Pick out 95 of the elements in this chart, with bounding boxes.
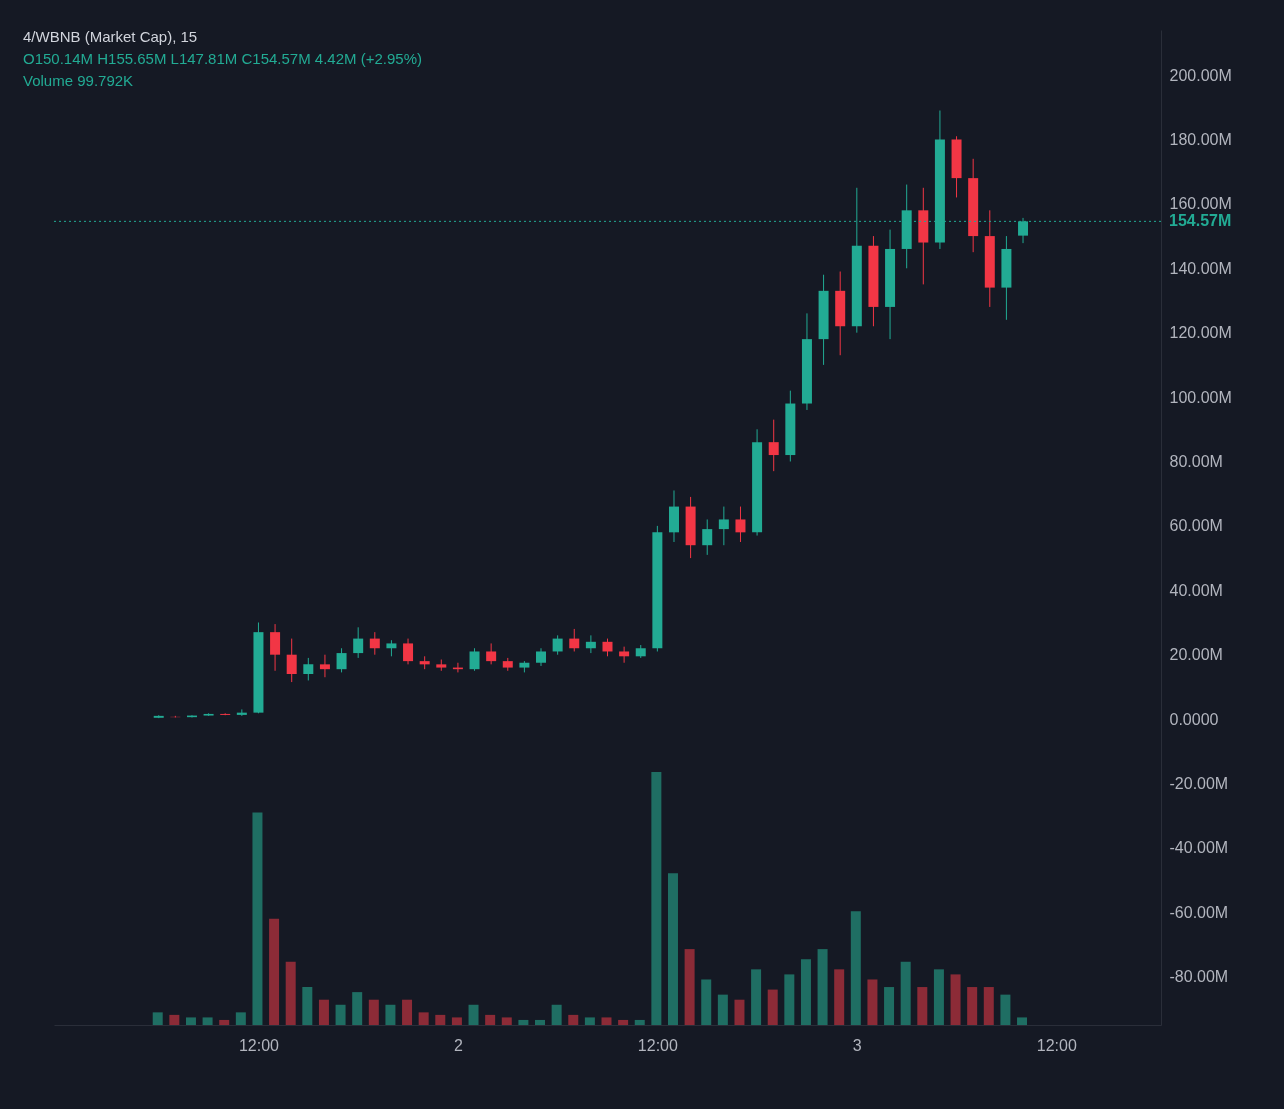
y-tick-label: 100.00M xyxy=(1169,388,1232,406)
bar xyxy=(767,989,778,1025)
bar xyxy=(800,959,811,1025)
bar xyxy=(967,987,978,1025)
bar xyxy=(318,999,329,1025)
y-tick-label: 200.00M xyxy=(1169,66,1232,84)
candlestick xyxy=(735,506,746,543)
bar xyxy=(269,918,280,1025)
candlestick xyxy=(552,634,563,656)
bar xyxy=(917,987,928,1025)
candlestick xyxy=(286,638,297,683)
x-tick-label: 2 xyxy=(453,1036,463,1054)
bar xyxy=(601,1017,612,1025)
bar xyxy=(435,1014,446,1025)
bar xyxy=(185,1017,196,1025)
annotation: O150.14M H155.65M L147.81M C154.57M 4.42M (+2.95%) xyxy=(23,49,422,69)
bar xyxy=(751,969,762,1025)
x-tick-label: 12:00 xyxy=(238,1036,280,1054)
y-tick-label: 180.00M xyxy=(1169,130,1232,148)
chart-title: 4/WBNB (Market Cap), 15 xyxy=(23,27,199,47)
bar xyxy=(535,1019,546,1025)
y-tick-label: 80.00M xyxy=(1169,452,1223,470)
bar xyxy=(867,979,878,1025)
y-tick-label: 140.00M xyxy=(1169,259,1232,277)
candlestick xyxy=(718,506,729,546)
bar xyxy=(302,987,313,1025)
bar xyxy=(501,1017,512,1025)
candlestick xyxy=(369,631,380,656)
bar xyxy=(418,1012,429,1025)
bar xyxy=(634,1019,645,1025)
bar xyxy=(983,987,994,1025)
bar xyxy=(850,911,861,1025)
y-tick-label: 60.00M xyxy=(1169,517,1223,535)
bar xyxy=(667,873,678,1025)
bar xyxy=(717,994,728,1025)
bar xyxy=(352,992,363,1025)
candlestick xyxy=(702,518,713,556)
y-tick-label: 20.00M xyxy=(1169,646,1223,664)
bar xyxy=(402,999,413,1025)
x-tick-label: 12:00 xyxy=(637,1036,678,1054)
candlestick xyxy=(768,419,779,472)
bar xyxy=(584,1017,595,1025)
bar xyxy=(202,1017,213,1025)
bar xyxy=(900,961,911,1025)
candlestick xyxy=(469,647,480,672)
bar xyxy=(518,1019,529,1025)
annotation: Volume 99.792K xyxy=(23,71,135,91)
x-tick-label: 12:00 xyxy=(1036,1036,1077,1054)
bar xyxy=(618,1019,629,1025)
candlestick xyxy=(319,654,330,678)
bar xyxy=(451,1017,462,1025)
y-tick-label: 40.00M xyxy=(1169,581,1223,599)
bar xyxy=(884,987,895,1025)
candlestick xyxy=(303,657,314,681)
bar xyxy=(468,1004,479,1025)
bar xyxy=(285,961,296,1025)
bar xyxy=(169,1014,180,1025)
y-tick-label: 160.00M xyxy=(1169,195,1232,213)
bar xyxy=(152,1012,163,1025)
bar xyxy=(817,949,828,1025)
bar xyxy=(651,772,662,1025)
y-tick-label: -80.00M xyxy=(1169,968,1229,986)
bar xyxy=(485,1014,496,1025)
bar xyxy=(568,1014,579,1025)
y-tick-label: -60.00M xyxy=(1169,903,1229,921)
bar xyxy=(385,1004,396,1025)
candlestick xyxy=(486,642,497,665)
candlestick xyxy=(336,647,347,673)
y-tick-label: 0.0000 xyxy=(1169,710,1219,728)
x-tick-label: 3 xyxy=(852,1036,862,1054)
bar xyxy=(1017,1017,1028,1025)
bar xyxy=(734,999,745,1025)
y-tick-label: 120.00M xyxy=(1169,324,1232,342)
candlestick xyxy=(569,628,580,652)
bar xyxy=(933,969,944,1025)
bar xyxy=(1000,994,1011,1025)
bar xyxy=(684,949,695,1025)
y-tick-label: -40.00M xyxy=(1169,839,1229,857)
candlestick xyxy=(353,626,364,659)
candlestick xyxy=(270,623,281,672)
candlestick xyxy=(585,634,596,654)
y-tick-label: -20.00M xyxy=(1169,775,1229,792)
bar xyxy=(701,979,712,1025)
ref-line-label: 154.57M xyxy=(1169,212,1232,230)
bar xyxy=(335,1004,346,1025)
bar xyxy=(834,969,845,1025)
bar xyxy=(252,812,263,1025)
candlestick xyxy=(619,646,630,664)
bar xyxy=(551,1004,562,1025)
candlestick xyxy=(403,638,414,665)
bar xyxy=(950,974,961,1025)
bar xyxy=(368,999,379,1025)
bar xyxy=(219,1019,230,1025)
bar xyxy=(235,1012,246,1025)
bar xyxy=(784,974,795,1025)
